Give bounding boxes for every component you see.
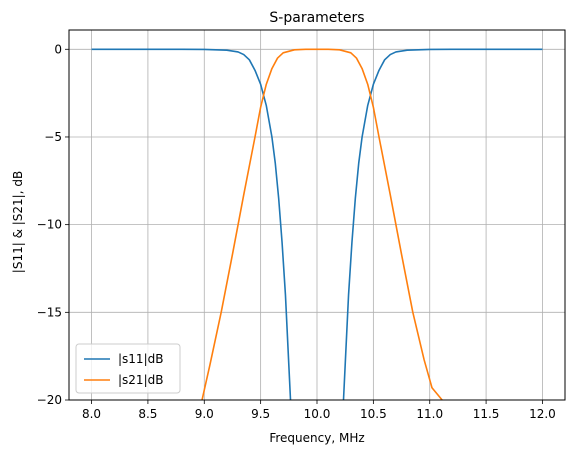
x-tick-label: 10.5 xyxy=(360,407,387,421)
legend-label: |s21|dB xyxy=(118,373,163,387)
legend-label: |s11|dB xyxy=(118,352,163,366)
x-tick-label: 11.5 xyxy=(473,407,500,421)
x-tick-label: 10.0 xyxy=(304,407,331,421)
ticks: 8.0 8.5 9.0 9.5 10.0 10.5 11.0 11.5 12.0 0 −5 −10 −1… xyxy=(37,42,556,421)
x-axis-label: Frequency, MHz xyxy=(269,431,364,445)
grid xyxy=(69,30,565,401)
x-tick-label: 11.0 xyxy=(416,407,443,421)
series-line-s11 xyxy=(342,48,543,400)
x-tick-label: 9.5 xyxy=(251,407,270,421)
x-tick-label: 12.0 xyxy=(529,407,556,421)
y-axis-label: |S11| & |S21|, dB xyxy=(11,171,25,273)
y-tick-label: −20 xyxy=(37,393,62,407)
y-tick-label: −15 xyxy=(37,305,62,319)
legend: |s11|dB |s21|dB xyxy=(75,343,181,394)
y-tick-label: 0 xyxy=(54,42,62,56)
x-tick-label: 8.0 xyxy=(82,407,101,421)
series-layer xyxy=(91,48,543,400)
y-tick-label: −5 xyxy=(44,130,62,144)
x-tick-label: 8.5 xyxy=(138,407,157,421)
series-line-s11 xyxy=(91,48,292,400)
series-line-s21 xyxy=(201,48,443,400)
y-tick-label: −10 xyxy=(37,218,62,232)
chart-title: S-parameters xyxy=(269,10,364,26)
x-tick-label: 9.0 xyxy=(195,407,214,421)
